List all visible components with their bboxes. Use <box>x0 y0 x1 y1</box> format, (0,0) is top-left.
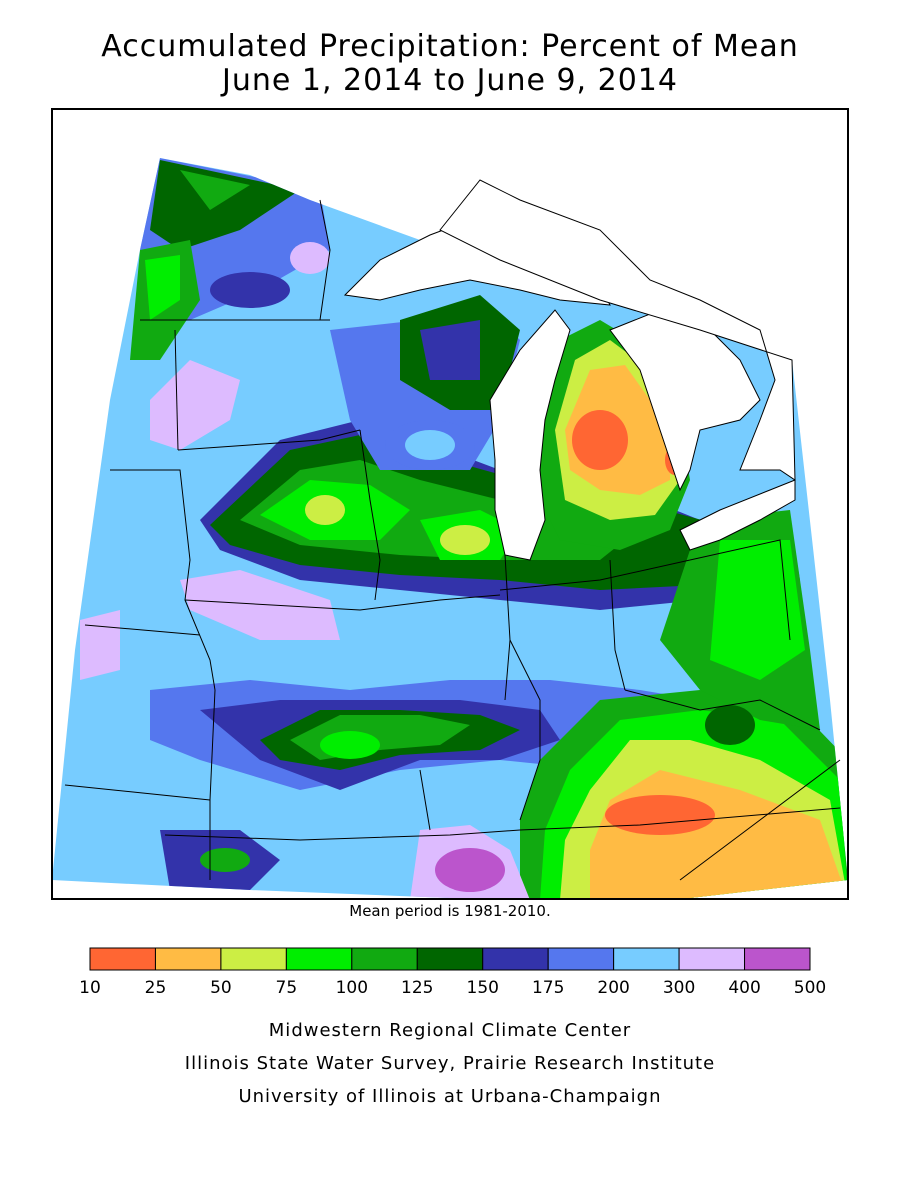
map-frame <box>51 108 849 900</box>
legend-tick-label: 100 <box>336 978 368 998</box>
legend-swatch <box>285 947 353 971</box>
legend-tick-label: 200 <box>597 978 629 998</box>
lake-michigan <box>489 309 571 561</box>
legend-swatch <box>220 947 287 971</box>
legend-tick-label: 10 <box>79 978 101 998</box>
mean-period-note: Mean period is 1981-2010. <box>349 902 551 920</box>
great-lakes <box>343 179 796 561</box>
legend-swatch <box>89 947 156 971</box>
state-boundaries <box>64 199 841 881</box>
legend-tick-label: 75 <box>276 978 298 998</box>
canada-land <box>439 179 796 481</box>
legend-tick-label: 300 <box>663 978 695 998</box>
legend-swatch <box>678 947 746 971</box>
legend-swatch <box>744 947 811 971</box>
legend-swatch <box>613 947 680 971</box>
legend-tick-label: 500 <box>794 978 826 998</box>
precipitation-map <box>51 108 849 900</box>
map-title: Accumulated Precipitation: Percent of Me… <box>101 29 799 64</box>
map-date-range: June 1, 2014 to June 9, 2014 <box>222 63 678 98</box>
legend-tick-label: 125 <box>401 978 433 998</box>
legend-tick-label: 150 <box>467 978 499 998</box>
lake-erie <box>679 479 796 551</box>
legend-swatch <box>482 947 549 971</box>
legend-tick-label: 50 <box>210 978 232 998</box>
legend-swatch <box>547 947 615 971</box>
legend-tick-label: 25 <box>145 978 167 998</box>
legend-swatch <box>154 947 222 971</box>
legend-tick-label: 400 <box>728 978 760 998</box>
legend-swatch <box>351 947 418 971</box>
credit-line-2: Illinois State Water Survey, Prairie Res… <box>184 1053 716 1074</box>
credit-line-3: University of Illinois at Urbana-Champai… <box>238 1086 662 1107</box>
color-legend: 10 25 50 75 100 125 150 175 200 300 400 500 <box>79 947 826 998</box>
legend-swatch <box>416 947 484 971</box>
credit-line-1: Midwestern Regional Climate Center <box>268 1020 632 1041</box>
legend-tick-label: 175 <box>532 978 564 998</box>
